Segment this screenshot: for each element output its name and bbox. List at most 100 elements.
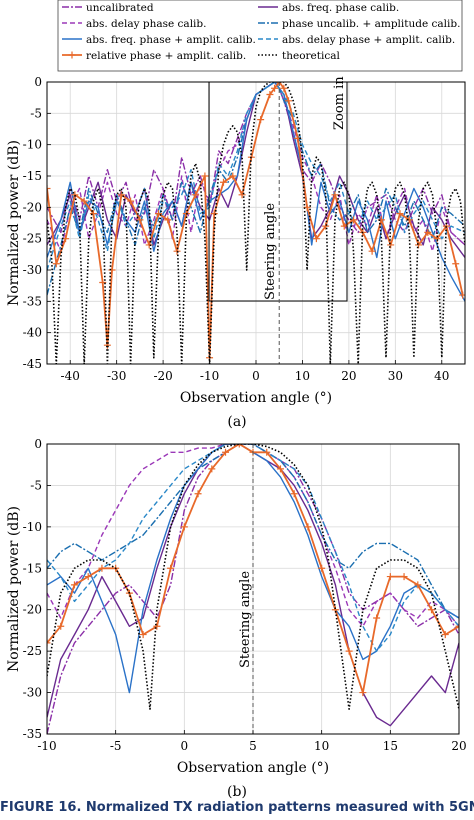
chart-a-marker-relative	[415, 241, 423, 249]
chart-b-series-abs-delay-ampl	[47, 444, 459, 652]
chart-a-ytick-label: -35	[23, 294, 42, 308]
chart-b-marker-relative	[386, 573, 394, 581]
chart-b-marker-relative	[153, 622, 161, 630]
chart-b-ytick-label: -5	[30, 478, 42, 492]
steering-label-a: Steering angle	[263, 203, 278, 300]
chart-a-marker-relative	[99, 279, 107, 287]
legend-label-abs-delay-ampl: abs. delay phase + amplit. calib.	[282, 34, 455, 46]
chart-b-xtick-label: -5	[110, 739, 122, 753]
chart-b-ylabel: Normalized power (dB)	[6, 506, 22, 672]
chart-b-xlabel: Observation angle (°)	[177, 760, 329, 776]
chart-a-sublabel: (a)	[227, 414, 246, 430]
chart-b-ytick-label: -20	[23, 603, 42, 617]
chart-b-marker-relative	[441, 631, 449, 639]
chart-a-marker-relative	[322, 222, 330, 230]
chart-b-marker-relative	[400, 573, 408, 581]
chart-a-marker-relative	[127, 197, 135, 205]
chart-a-ytick-label: -15	[23, 169, 42, 183]
caption-text: Normalized TX radiation patterns measure…	[85, 800, 474, 815]
chart-b-marker-relative	[263, 448, 271, 456]
chart-b-marker-relative	[345, 647, 353, 655]
chart-b-ytick-label: 0	[34, 437, 42, 451]
chart-a-marker-relative	[424, 228, 432, 236]
chart-a-marker-relative	[192, 191, 200, 199]
caption-label: FIGURE 16.	[0, 800, 82, 815]
chart-b-marker-relative	[47, 639, 51, 647]
chart-a-ytick-label: -25	[23, 232, 42, 246]
chart-b-marker-relative	[98, 564, 106, 572]
chart-b-marker-relative	[208, 465, 216, 473]
chart-b-series-uncalibrated	[47, 444, 459, 734]
zoom-label: Zoom in	[332, 76, 347, 130]
chart-a-ytick-label: -10	[23, 138, 42, 152]
chart-a-marker-relative	[303, 203, 311, 211]
chart-a-marker-relative	[136, 216, 144, 224]
chart-a-marker-relative	[280, 84, 288, 92]
legend-label-phase-uncalib: phase uncalib. + amplitude calib.	[282, 18, 460, 30]
chart-a-ticks: -40 -30 -20 -10 0 10 20 30 40 0 -5 -10 -15 -20 -25 -30 -…	[23, 75, 450, 383]
chart-b-marker-relative	[318, 564, 326, 572]
legend-swatch-marker	[68, 51, 76, 59]
chart-a-xtick-label: 0	[252, 369, 260, 383]
legend-frame	[57, 0, 463, 72]
chart-b-series-abs-delay	[47, 444, 459, 627]
chart-a-ytick-label: -45	[23, 357, 42, 371]
chart-a-marker-relative	[459, 291, 465, 299]
chart-a-ytick-label: 0	[34, 75, 42, 89]
chart-b-marker-relative	[167, 564, 175, 572]
chart-b-marker-relative	[84, 573, 92, 581]
chart-a-marker-relative	[229, 172, 237, 180]
chart-a-xtick-label: -20	[153, 369, 172, 383]
chart-a-marker-relative	[52, 260, 60, 268]
chart-b-ytick-label: -25	[23, 644, 42, 658]
chart-a-xtick-label: 20	[341, 369, 356, 383]
legend-label-relative: relative phase + amplit. calib.	[86, 50, 246, 62]
chart-b-marker-relative	[304, 523, 312, 531]
figure-caption: FIGURE 16. Normalized TX radiation patte…	[0, 800, 474, 815]
chart-b-ticks: -10 -5 0 5 10 15 20 0 -5 -10 -15 -20 -25 -30 -35	[23, 437, 467, 753]
legend-label-abs-freq: abs. freq. phase calib.	[282, 2, 399, 14]
chart-a-xtick-label: 10	[295, 369, 310, 383]
chart-b-marker-relative	[290, 490, 298, 498]
chart-a-marker-relative	[368, 247, 376, 255]
chart-a-xtick-label: 40	[434, 369, 449, 383]
chart-b-ytick-label: -10	[23, 520, 42, 534]
chart-a-marker-relative	[154, 210, 162, 218]
chart-a-marker-relative	[164, 216, 172, 224]
chart-b-xtick-label: -10	[37, 739, 56, 753]
chart-a-marker-relative	[47, 185, 51, 193]
legend: uncalibrated abs. delay phase calib. abs…	[57, 0, 463, 72]
legend-label-abs-delay: abs. delay phase calib.	[86, 18, 206, 30]
chart-a-ytick-label: -30	[23, 263, 42, 277]
chart-b-marker-relative	[373, 614, 381, 622]
chart-b-xtick-label: 0	[181, 739, 189, 753]
chart-a-xtick-label: -10	[200, 369, 219, 383]
chart-b-marker-relative	[428, 606, 436, 614]
chart-a-marker-relative	[219, 178, 227, 186]
chart-a-marker-relative	[452, 260, 460, 268]
chart-b-ytick-label: -15	[23, 561, 42, 575]
chart-b-marker-relative	[455, 622, 459, 630]
chart-b-marker-relative	[276, 465, 284, 473]
chart-b-xtick-label: 10	[314, 739, 329, 753]
chart-a-marker-relative	[80, 197, 88, 205]
chart-a-marker-relative	[331, 191, 339, 199]
chart-a-series	[47, 82, 465, 364]
chart-a-series-theoretical	[47, 82, 465, 364]
chart-b-marker-relative	[70, 581, 78, 589]
chart-b-marker-relative	[57, 622, 65, 630]
chart-a-marker-relative	[238, 191, 246, 199]
chart-b-ytick-label: -35	[23, 727, 42, 741]
chart-a-marker-relative	[201, 172, 209, 180]
chart-a-marker-relative	[145, 241, 153, 249]
chart-a: Steering angle Zoom in -40 -30 -20 -10 0 10 20…	[6, 75, 466, 430]
chart-a-xtick-label: -30	[107, 369, 126, 383]
chart-b-marker-relative	[194, 490, 202, 498]
chart-b-marker-relative	[180, 523, 188, 531]
chart-a-ytick-label: -20	[23, 200, 42, 214]
chart-a-marker-relative	[117, 191, 125, 199]
chart-a-xtick-label: -40	[61, 369, 80, 383]
figure-canvas: uncalibrated abs. delay phase calib. abs…	[6, 0, 467, 800]
chart-b: Steering angle -10 -5 0 5 10 15 20 0 -5 -10 -15 -20…	[6, 437, 467, 800]
chart-b-sublabel: (b)	[227, 784, 247, 800]
